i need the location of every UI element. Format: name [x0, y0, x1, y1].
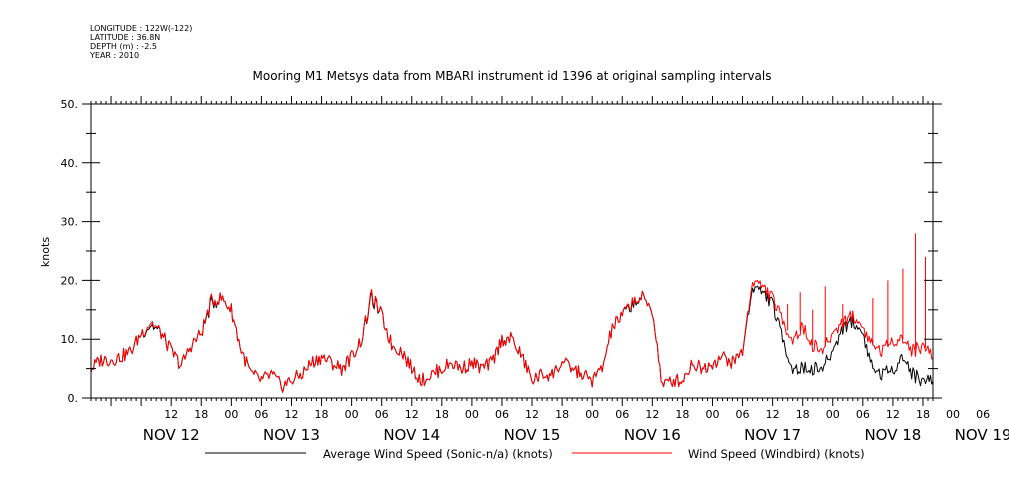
x-tick-label: 00: [705, 408, 719, 421]
x-tick-label: 12: [164, 408, 178, 421]
x-tick-label: 12: [886, 408, 900, 421]
x-day-label: NOV 13: [263, 426, 320, 444]
x-tick-label: 00: [826, 408, 840, 421]
series-layer: [90, 233, 934, 393]
legend-label-average: Average Wind Speed (Sonic-n/a) (knots): [323, 447, 553, 461]
chart-title: Mooring M1 Metsys data from MBARI instru…: [253, 69, 772, 83]
x-tick-label: 00: [585, 408, 599, 421]
x-tick-label: 06: [495, 408, 509, 421]
x-day-label: NOV 17: [744, 426, 801, 444]
x-tick-label: 06: [976, 408, 990, 421]
x-tick-label: 00: [946, 408, 960, 421]
x-day-label: NOV 16: [624, 426, 681, 444]
x-tick-label: 06: [736, 408, 750, 421]
y-tick-label: 40.: [61, 157, 79, 170]
x-tick-label: 00: [345, 408, 359, 421]
x-tick-label: 06: [615, 408, 629, 421]
longitude-label: LONGITUDE : 122W(-122): [90, 24, 192, 33]
x-tick-label: 18: [916, 408, 930, 421]
year-label: YEAR : 2010: [89, 51, 139, 60]
series-line-windbird: [90, 279, 934, 393]
x-tick-label: 12: [645, 408, 659, 421]
legend-label-windbird: Wind Speed (Windbird) (knots): [688, 447, 865, 461]
depth-label: DEPTH (m) : -2.5: [90, 42, 157, 51]
metadata-block: LONGITUDE : 122W(-122) LATITUDE : 36.8N …: [89, 24, 192, 60]
y-axis-label: knots: [39, 237, 52, 267]
x-day-label: NOV 19: [955, 426, 1009, 444]
x-tick-label: 12: [405, 408, 419, 421]
x-tick-label: 12: [284, 408, 298, 421]
latitude-label: LATITUDE : 36.8N: [90, 33, 160, 42]
plot-frame: [90, 103, 934, 399]
y-tick-label: 10.: [61, 333, 79, 346]
x-tick-label: 00: [224, 408, 238, 421]
tick-layer: 0. 10. 20. 30. 40. 50. 12 18 00 06 12 18 00 06 12 18 00 0…: [61, 96, 1009, 444]
x-tick-label: 18: [315, 408, 329, 421]
x-tick-label: 18: [194, 408, 208, 421]
x-tick-label: 06: [375, 408, 389, 421]
legend: Average Wind Speed (Sonic-n/a) (knots) W…: [205, 447, 865, 461]
x-tick-label: 18: [435, 408, 449, 421]
x-day-label: NOV 12: [143, 426, 200, 444]
x-day-label: NOV 14: [383, 426, 440, 444]
x-tick-label: 12: [766, 408, 780, 421]
x-tick-label: 06: [856, 408, 870, 421]
x-tick-label: 06: [254, 408, 268, 421]
y-tick-label: 30.: [61, 216, 79, 229]
x-tick-label: 12: [525, 408, 539, 421]
x-tick-label: 18: [796, 408, 810, 421]
x-tick-label: 00: [465, 408, 479, 421]
y-tick-label: 0.: [68, 392, 79, 405]
x-tick-label: 18: [675, 408, 689, 421]
x-day-label: NOV 15: [504, 426, 561, 444]
y-tick-label: 50.: [61, 98, 79, 111]
x-tick-label: 18: [555, 408, 569, 421]
y-tick-label: 20.: [61, 274, 79, 287]
x-day-label: NOV 18: [864, 426, 921, 444]
